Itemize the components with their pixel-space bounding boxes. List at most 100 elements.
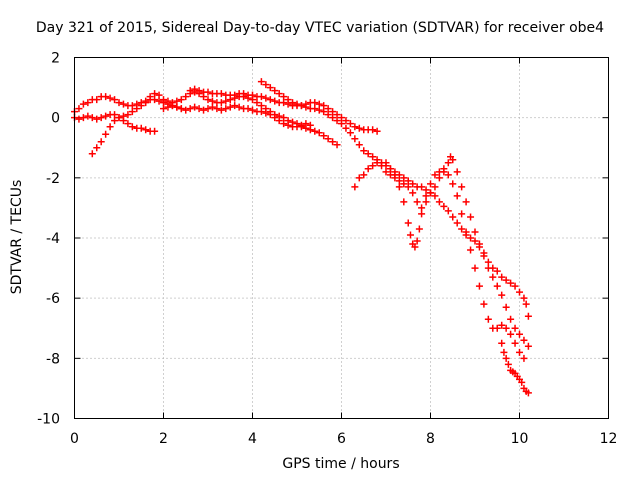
data-point (406, 231, 414, 239)
data-point (342, 117, 350, 125)
data-point (102, 130, 110, 138)
data-point (422, 198, 430, 206)
data-point (93, 144, 101, 152)
data-point (511, 339, 519, 347)
data-point (520, 336, 528, 344)
y-tick-label: 2 (51, 51, 60, 67)
data-point (415, 225, 423, 233)
data-point (480, 300, 488, 308)
data-point (311, 127, 319, 135)
y-tick-label: 0 (51, 111, 60, 127)
data-point (324, 105, 332, 113)
data-point (124, 111, 132, 119)
data-point (231, 91, 239, 99)
data-point (249, 106, 256, 114)
data-point (458, 210, 466, 218)
plot-frame (74, 57, 609, 419)
data-point (133, 105, 141, 113)
data-point (378, 162, 386, 170)
data-point (271, 114, 279, 122)
data-point (119, 112, 127, 120)
data-point (320, 132, 328, 140)
data-point (338, 120, 345, 128)
data-point (177, 105, 185, 113)
data-point (208, 103, 216, 111)
data-point (315, 106, 323, 114)
data-point (293, 123, 301, 131)
series-trace-4 (160, 102, 314, 131)
data-point (504, 360, 512, 368)
data-point (453, 192, 461, 200)
data-point (257, 78, 265, 86)
data-point (115, 114, 123, 122)
data-point (369, 162, 377, 170)
data-point (155, 97, 163, 105)
data-point (111, 117, 119, 125)
data-point (333, 117, 341, 125)
data-point (382, 159, 390, 167)
data-point (475, 282, 483, 290)
data-point (182, 106, 190, 114)
data-point (395, 177, 403, 185)
data-point (280, 114, 288, 122)
data-point (338, 114, 345, 122)
data-point (311, 99, 319, 107)
data-point (369, 153, 377, 161)
data-point (289, 99, 297, 107)
data-point (217, 99, 225, 107)
data-point (124, 120, 132, 128)
data-point (75, 105, 83, 113)
x-tick-label: 6 (337, 431, 346, 447)
data-point (329, 108, 337, 116)
data-point (444, 159, 452, 167)
data-point (489, 273, 497, 281)
data-point (400, 174, 408, 182)
data-point (431, 183, 439, 191)
data-point (311, 105, 319, 113)
data-point (355, 174, 363, 182)
data-point (333, 141, 341, 149)
data-point (395, 183, 403, 191)
x-tick-label: 8 (426, 431, 435, 447)
data-point (500, 348, 508, 356)
data-point (195, 105, 203, 113)
data-point (111, 96, 119, 104)
data-point (511, 282, 519, 290)
data-points (71, 78, 532, 397)
data-point (346, 129, 354, 137)
data-point (413, 237, 421, 245)
data-point (79, 100, 87, 108)
data-point (231, 102, 239, 110)
data-point (404, 219, 412, 227)
data-point (498, 273, 506, 281)
data-point (253, 99, 261, 107)
data-point (498, 321, 506, 329)
series-trace-8 (382, 153, 532, 350)
data-point (151, 127, 159, 135)
data-point (217, 90, 225, 98)
data-point (177, 96, 185, 104)
data-point (360, 171, 368, 179)
data-point (351, 183, 359, 191)
data-point (431, 192, 439, 200)
data-point (280, 93, 288, 101)
data-point (427, 189, 434, 197)
chart-title: Day 321 of 2015, Sidereal Day-to-day VTE… (35, 20, 605, 36)
data-point (320, 102, 328, 110)
data-point (151, 90, 159, 98)
data-point (462, 198, 470, 206)
data-point (409, 189, 417, 197)
data-point (493, 267, 501, 275)
data-point (413, 198, 421, 206)
data-point (222, 105, 230, 113)
data-point (284, 96, 292, 104)
data-point (502, 354, 510, 362)
data-point (484, 315, 492, 323)
data-point (431, 171, 439, 179)
data-point (458, 183, 466, 191)
data-point (498, 291, 506, 299)
data-point (484, 264, 492, 272)
data-point (142, 126, 150, 134)
data-point (137, 124, 145, 132)
data-point (151, 96, 159, 104)
